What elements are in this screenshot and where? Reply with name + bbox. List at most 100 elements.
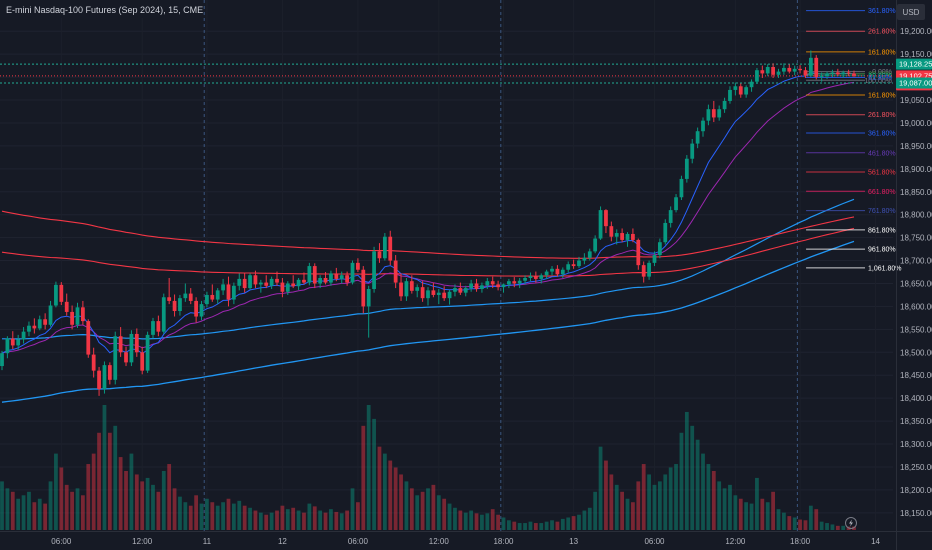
fib-level-lower-label: 261.80%: [868, 112, 896, 119]
candle-body: [792, 68, 797, 72]
candle: [221, 278, 225, 295]
fib-level-cluster-label: 50.00%: [868, 73, 892, 80]
candle-body: [388, 236, 393, 261]
candle: [307, 262, 312, 286]
candle-body: [231, 285, 236, 300]
candle-body: [803, 70, 808, 76]
candle: [442, 286, 447, 301]
candle: [75, 302, 80, 328]
volume-bar: [156, 491, 161, 530]
candle: [118, 327, 123, 357]
candle-body: [431, 290, 436, 295]
volume-bar: [447, 503, 452, 530]
candle: [744, 85, 749, 98]
volume-bar: [231, 503, 236, 530]
candle-body: [798, 68, 802, 71]
volume-bar: [404, 481, 409, 530]
volume-bar: [199, 503, 204, 530]
candle: [808, 50, 813, 78]
candle: [490, 276, 495, 289]
volume-bar: [415, 495, 420, 530]
candle: [372, 246, 376, 293]
candle-body: [701, 120, 705, 132]
candle-body: [539, 275, 544, 279]
candle-body: [91, 354, 96, 371]
fib-level-upper-label: 361.80%: [868, 8, 896, 15]
candle: [598, 206, 603, 240]
candle-body: [280, 282, 285, 292]
moving-average-fast: [1, 81, 855, 354]
price-tick-label: 19,000.00: [900, 119, 932, 128]
candle: [205, 291, 209, 308]
volume-bar: [636, 481, 641, 530]
candle: [436, 288, 441, 305]
candle-body: [253, 275, 258, 285]
currency-badge[interactable]: [897, 4, 925, 20]
candle: [258, 279, 263, 293]
candle: [684, 155, 689, 183]
candle: [711, 100, 716, 123]
candle-body: [248, 275, 252, 289]
candle: [453, 284, 457, 297]
volume-bar: [469, 510, 474, 530]
candle: [59, 282, 64, 306]
candle-body: [609, 226, 614, 237]
candle-body: [183, 293, 188, 299]
candle-body: [523, 277, 527, 281]
time-tick-label: 12:00: [429, 537, 450, 546]
candle-body: [738, 86, 743, 95]
volume-bar: [566, 517, 571, 530]
candle-body: [436, 292, 441, 295]
volume-bar: [711, 470, 716, 530]
candle: [323, 272, 328, 285]
candle-body: [598, 210, 603, 239]
volume-bar: [339, 513, 344, 530]
candle-body: [749, 81, 754, 88]
candle: [496, 280, 500, 291]
candle: [852, 70, 856, 78]
candle: [404, 277, 409, 301]
candle-body: [151, 321, 155, 335]
candle-body: [32, 325, 37, 329]
candle-body: [64, 301, 69, 312]
grid-lines: [0, 30, 893, 514]
candle: [215, 288, 220, 304]
volume-bar: [787, 516, 792, 530]
candle: [16, 334, 21, 350]
volume-bar: [506, 520, 511, 530]
price-tick-label: 18,350.00: [900, 417, 932, 426]
price-tick-label: 18,200.00: [900, 486, 932, 495]
candle: [194, 297, 199, 323]
candle: [86, 319, 91, 358]
lightning-icon[interactable]: [845, 517, 857, 529]
candle-body: [275, 278, 279, 283]
price-axis-ticks: 19,200.0019,150.0019,100.0019,050.0019,0…: [900, 27, 932, 518]
time-tick-label: 12: [278, 537, 287, 546]
volume-bar: [663, 474, 668, 530]
volume-bar: [16, 498, 21, 530]
candle-body: [54, 284, 58, 306]
volume-bar: [258, 512, 263, 530]
candle-body: [210, 294, 215, 300]
volume-bar: [188, 505, 193, 530]
candle: [733, 82, 738, 96]
candle-body: [577, 260, 581, 267]
candle: [825, 71, 829, 79]
moving-average-red-upper: [1, 210, 855, 259]
volume-bar: [10, 491, 15, 530]
volume-bar: [555, 521, 560, 530]
volume-bar: [113, 425, 118, 530]
candle: [280, 277, 285, 298]
volume-bar: [350, 488, 355, 530]
volume-bar: [124, 470, 128, 530]
volume-bar: [399, 474, 403, 530]
volume-bar: [485, 513, 490, 530]
candle: [722, 97, 727, 113]
candle: [296, 277, 301, 290]
candle-body: [339, 275, 344, 279]
volume-bar: [129, 453, 134, 530]
price-tick-label: 18,300.00: [900, 440, 932, 449]
candle-body: [75, 307, 80, 325]
candle: [560, 267, 565, 278]
